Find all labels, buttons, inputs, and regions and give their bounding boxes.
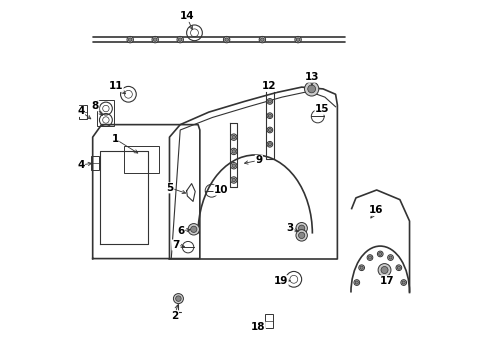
Text: 17: 17 bbox=[379, 276, 393, 286]
Circle shape bbox=[396, 266, 400, 269]
Circle shape bbox=[294, 36, 301, 43]
Circle shape bbox=[175, 296, 181, 301]
Text: 14: 14 bbox=[179, 12, 194, 21]
Bar bbox=[264, 314, 272, 328]
Bar bbox=[91, 156, 99, 170]
Text: 3: 3 bbox=[286, 223, 293, 233]
Text: 5: 5 bbox=[166, 183, 173, 193]
Text: 18: 18 bbox=[250, 322, 265, 332]
Circle shape bbox=[295, 222, 307, 234]
Circle shape bbox=[223, 36, 229, 43]
Text: 6: 6 bbox=[177, 226, 184, 236]
Bar bbox=[97, 100, 114, 126]
Bar bbox=[79, 105, 87, 119]
Circle shape bbox=[353, 280, 359, 285]
Circle shape bbox=[395, 265, 401, 271]
Text: 1: 1 bbox=[111, 134, 119, 144]
Text: 10: 10 bbox=[214, 185, 228, 195]
Circle shape bbox=[128, 38, 132, 41]
Circle shape bbox=[266, 141, 272, 147]
Circle shape bbox=[259, 36, 265, 43]
Circle shape bbox=[153, 38, 157, 41]
Circle shape bbox=[307, 85, 315, 93]
Text: 2: 2 bbox=[171, 311, 178, 321]
Text: 8: 8 bbox=[91, 101, 99, 111]
Text: 9: 9 bbox=[255, 156, 262, 165]
Circle shape bbox=[231, 164, 235, 167]
Circle shape bbox=[230, 177, 237, 183]
Circle shape bbox=[231, 178, 235, 182]
Circle shape bbox=[367, 256, 371, 259]
Text: 19: 19 bbox=[273, 276, 287, 286]
Circle shape bbox=[359, 266, 363, 269]
Circle shape bbox=[295, 230, 307, 241]
Circle shape bbox=[387, 255, 392, 260]
Circle shape bbox=[177, 36, 183, 43]
Circle shape bbox=[188, 224, 199, 235]
Circle shape bbox=[366, 255, 372, 260]
Circle shape bbox=[358, 265, 364, 271]
Text: 11: 11 bbox=[108, 81, 123, 91]
Circle shape bbox=[400, 280, 406, 285]
Bar bbox=[123, 146, 159, 173]
Circle shape bbox=[268, 100, 271, 103]
Circle shape bbox=[388, 256, 391, 259]
Circle shape bbox=[380, 266, 387, 274]
Circle shape bbox=[230, 134, 237, 140]
Circle shape bbox=[260, 38, 264, 41]
Circle shape bbox=[230, 148, 237, 155]
Circle shape bbox=[231, 150, 235, 153]
Circle shape bbox=[230, 162, 237, 169]
Circle shape bbox=[190, 226, 197, 233]
Circle shape bbox=[304, 82, 318, 96]
Circle shape bbox=[377, 264, 390, 276]
Text: 4: 4 bbox=[77, 107, 84, 116]
Circle shape bbox=[354, 281, 358, 284]
Text: 16: 16 bbox=[368, 205, 383, 215]
Circle shape bbox=[127, 36, 133, 43]
Circle shape bbox=[152, 36, 158, 43]
Circle shape bbox=[266, 113, 272, 118]
Text: 13: 13 bbox=[305, 72, 319, 82]
Circle shape bbox=[298, 232, 304, 239]
Circle shape bbox=[268, 114, 271, 117]
Text: 7: 7 bbox=[172, 240, 179, 250]
Text: 4: 4 bbox=[77, 160, 84, 170]
Circle shape bbox=[178, 38, 182, 41]
Circle shape bbox=[401, 281, 405, 284]
Circle shape bbox=[266, 127, 272, 133]
Circle shape bbox=[378, 252, 381, 256]
Text: 15: 15 bbox=[314, 104, 329, 114]
Circle shape bbox=[298, 225, 304, 231]
Circle shape bbox=[266, 99, 272, 104]
Circle shape bbox=[173, 294, 183, 303]
Circle shape bbox=[231, 135, 235, 139]
Circle shape bbox=[268, 143, 271, 146]
Circle shape bbox=[377, 251, 382, 257]
Circle shape bbox=[224, 38, 228, 41]
Text: 12: 12 bbox=[261, 81, 276, 91]
Circle shape bbox=[296, 38, 299, 41]
Circle shape bbox=[268, 129, 271, 131]
